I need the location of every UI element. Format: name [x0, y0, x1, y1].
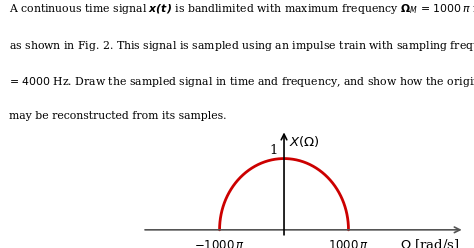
- Text: 1: 1: [270, 144, 278, 157]
- Text: $\Omega$ [rad/s]: $\Omega$ [rad/s]: [400, 237, 459, 248]
- Text: = $\mathbf{\mathit{4000}}$ Hz. Draw the sampled signal in time and frequency, an: = $\mathbf{\mathit{4000}}$ Hz. Draw the …: [9, 75, 474, 89]
- Text: as shown in Fig. 2. This signal is sampled using an impulse train with sampling : as shown in Fig. 2. This signal is sampl…: [9, 39, 474, 53]
- Text: $1000\,\pi$: $1000\,\pi$: [328, 239, 369, 248]
- Text: $-1000\,\pi$: $-1000\,\pi$: [194, 239, 245, 248]
- Text: $X(\Omega)$: $X(\Omega)$: [289, 134, 320, 149]
- Text: may be reconstructed from its samples.: may be reconstructed from its samples.: [9, 111, 227, 121]
- Text: A continuous time signal $\bfit{x}(t)$ is bandlimited with maximum frequency $\m: A continuous time signal $\bfit{x}(t)$ i…: [9, 2, 474, 16]
